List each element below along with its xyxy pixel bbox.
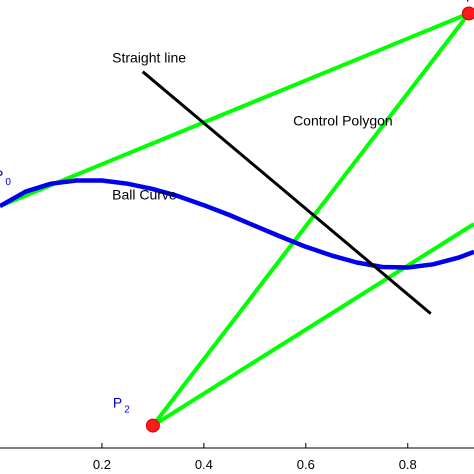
control-point-marker (461, 6, 474, 21)
control-polygon-line (0, 11, 474, 428)
straight-line-annotation: Straight line (112, 50, 186, 66)
control-point-letter: P (0, 167, 3, 183)
axes: 0.2 0.4 0.6 0.8 (0, 443, 474, 472)
control-point-label: P0 (0, 167, 11, 188)
control-point-letter: P (466, 0, 474, 4)
control-points: P0PP2 (0, 0, 474, 433)
annotations: Straight line Control Polygon Ball Curve (112, 50, 393, 203)
ball-curve-line (0, 178, 474, 270)
control-polygon-annotation: Control Polygon (293, 112, 393, 128)
control-point-subscript: 2 (124, 405, 130, 416)
series-layer (0, 11, 474, 428)
straight-line-line (141, 70, 432, 315)
control-point-marker (145, 418, 160, 433)
x-tick-label: 0.8 (399, 457, 417, 472)
x-tick-label: 0.2 (93, 457, 111, 472)
ball-curve-annotation: Ball Curve (112, 186, 177, 202)
x-tick-label: 0.4 (195, 457, 213, 472)
control-point-label: P (466, 0, 474, 4)
control-point-subscript: 0 (5, 177, 11, 188)
control-point-letter: P (113, 395, 122, 411)
x-tick-label: 0.6 (297, 457, 315, 472)
